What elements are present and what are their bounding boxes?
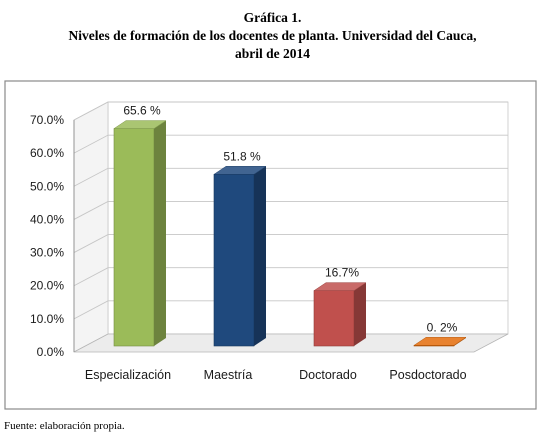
- side-wall: [73, 101, 109, 353]
- bar-0: [113, 120, 167, 347]
- data-label: 0. 2%: [427, 320, 458, 334]
- bar-front: [113, 128, 155, 347]
- gridline: [73, 300, 508, 320]
- y-tick-label: 30.0%: [30, 246, 64, 260]
- bar-top: [213, 166, 267, 175]
- y-tick-label: 50.0%: [30, 179, 64, 193]
- gridline: [73, 234, 508, 253]
- bar-front: [313, 290, 355, 347]
- figure-source-note: Fuente: elaboración propia.: [4, 420, 125, 432]
- gridline: [73, 267, 508, 287]
- figure-number: Gráfica 1.: [243, 10, 302, 25]
- y-tick-label: 20.0%: [30, 279, 64, 293]
- bar-front: [213, 174, 255, 347]
- y-axis: 0.0% 10.0% 20.0% 30.0% 40.0% 50.0% 60.0% 70.0%: [30, 113, 75, 359]
- x-tick-label: Especialización: [85, 368, 171, 382]
- floor: [73, 333, 509, 353]
- bar-side: [154, 120, 166, 346]
- bar-top: [313, 282, 367, 291]
- y-tick-label: 10.0%: [30, 312, 64, 326]
- chart-walls: [73, 101, 509, 353]
- bar-2: [313, 282, 367, 347]
- bar-1: [213, 166, 267, 347]
- x-axis: Especialización Maestría Doctorado Posdocto…: [85, 368, 467, 382]
- gridline: [73, 200, 508, 220]
- figure-title-line-1: Niveles de formación de los docentes de …: [68, 28, 477, 43]
- bar-top: [413, 337, 467, 346]
- y-tick-label: 70.0%: [30, 113, 64, 127]
- data-label: 16.7%: [325, 266, 359, 280]
- x-tick-label: Posdoctorado: [389, 368, 466, 382]
- bar-side: [354, 282, 366, 346]
- figure-title-line-2: abril de 2014: [234, 46, 310, 61]
- y-tick-label: 60.0%: [30, 146, 64, 160]
- data-label: 51.8 %: [223, 149, 261, 163]
- y-tick-label: 0.0%: [37, 345, 65, 359]
- x-tick-label: Maestría: [204, 368, 253, 382]
- bar-top: [113, 120, 167, 129]
- y-tick-label: 40.0%: [30, 212, 64, 226]
- gridlines: [73, 101, 508, 320]
- x-tick-label: Doctorado: [299, 368, 357, 382]
- bar-side: [254, 166, 266, 346]
- back-wall: [107, 101, 509, 335]
- gridline: [73, 167, 508, 187]
- bars: 65.6 % 51.8 % 16.7% 0. 2%: [113, 104, 467, 347]
- bar-chart: 0.0%10.0%20.0%30.0%40.0%50.0%60.0%70.0% …: [4, 80, 537, 410]
- bar-3: [413, 337, 467, 347]
- gridline: [73, 101, 508, 121]
- gridline: [73, 134, 508, 154]
- data-label: 65.6 %: [123, 104, 161, 118]
